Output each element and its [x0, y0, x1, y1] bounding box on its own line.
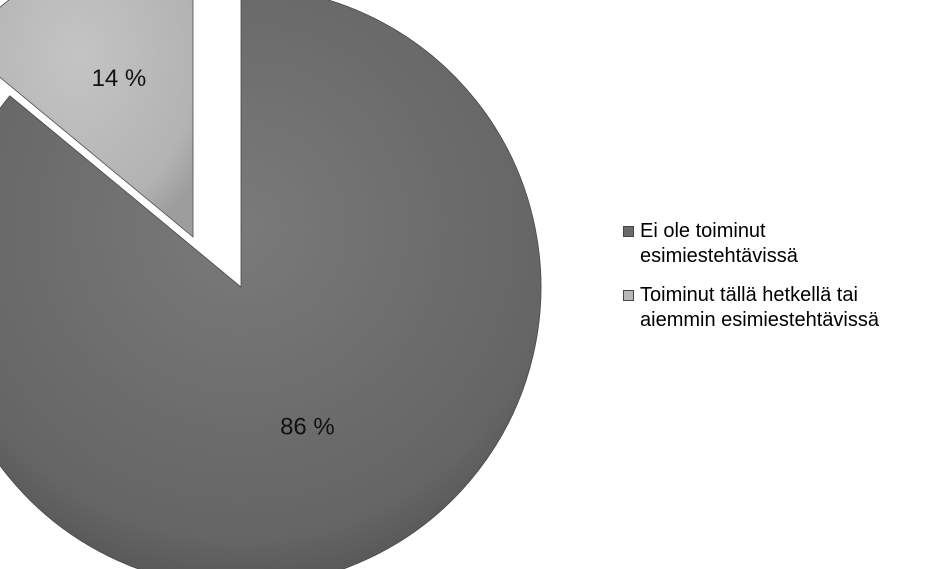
data-label-manager: 14 % [92, 65, 147, 92]
pie-slice-manager [0, 0, 194, 238]
pie-slice-not-manager [0, 0, 542, 569]
legend-swatch-icon [623, 226, 634, 237]
legend-item-not-manager: Ei ole toiminut esimiestehtävissä [623, 219, 949, 269]
legend-label-line1: Ei ole toiminut [640, 220, 766, 242]
legend-swatch-icon [623, 290, 634, 301]
legend-label-line1: Toiminut tällä hetkellä tai [640, 284, 858, 306]
legend: Ei ole toiminut esimiestehtävissä Toimin… [623, 219, 949, 347]
legend-label-line2: aiemmin esimiestehtävissä [640, 309, 879, 331]
legend-label-line2: esimiestehtävissä [640, 245, 798, 267]
data-label-not-manager: 86 % [280, 413, 335, 440]
legend-item-manager: Toiminut tällä hetkellä tai aiemmin esim… [623, 283, 949, 333]
